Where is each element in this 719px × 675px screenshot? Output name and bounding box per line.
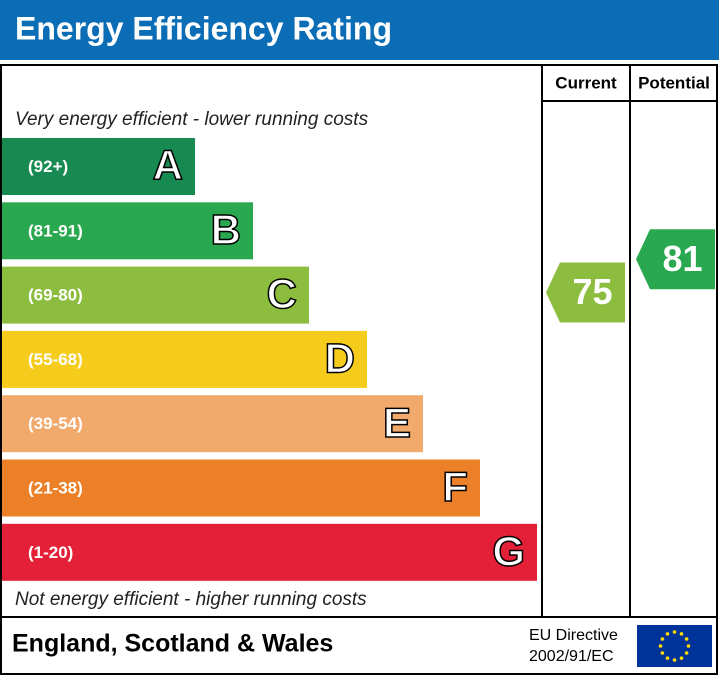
band-letter: D: [325, 334, 355, 381]
rating-value: 75: [572, 271, 612, 312]
star: [665, 656, 670, 660]
eu-stars: [658, 630, 691, 662]
band: [2, 395, 423, 453]
band-range: (39-54): [28, 414, 83, 433]
directive: 2002/91/EC: [529, 648, 614, 665]
band: [2, 330, 367, 388]
title: Energy Efficiency Rating: [15, 10, 392, 46]
directive: EU Directive: [529, 627, 618, 644]
star: [684, 637, 689, 641]
rating-arrow: [636, 229, 715, 290]
band-range: (55-68): [28, 350, 83, 369]
star: [679, 656, 684, 660]
bottom-note: Not energy efficient - higher running co…: [15, 589, 367, 610]
rating-arrow: [546, 262, 625, 323]
band: [2, 266, 309, 324]
star: [686, 644, 691, 648]
band: [2, 202, 253, 260]
star: [665, 632, 670, 636]
band-range: (1-20): [28, 543, 73, 562]
band-letter: F: [442, 463, 468, 510]
star: [658, 644, 663, 648]
band-letter: C: [267, 270, 297, 317]
band-range: (69-80): [28, 286, 83, 305]
band-range: (92+): [28, 157, 68, 176]
band-letter: A: [153, 142, 183, 189]
band-letter: G: [492, 527, 525, 574]
title-bar: [0, 0, 719, 60]
frame: [0, 64, 718, 675]
band-letter: B: [211, 206, 241, 253]
star: [679, 632, 684, 636]
top-note: Very energy efficient - lower running co…: [15, 109, 369, 130]
band: [2, 138, 195, 195]
band-letter: E: [383, 399, 411, 446]
column-header: Potential: [638, 73, 710, 92]
star: [684, 651, 689, 655]
star: [660, 637, 665, 641]
column-header: Current: [555, 73, 617, 92]
band-range: (81-91): [28, 221, 83, 240]
band: [2, 459, 480, 517]
band: [2, 523, 537, 581]
star: [672, 658, 677, 662]
region: England, Scotland & Wales: [12, 630, 333, 658]
band-range: (21-38): [28, 478, 83, 497]
star: [672, 630, 677, 634]
rating-value: 81: [662, 238, 702, 279]
star: [660, 651, 665, 655]
